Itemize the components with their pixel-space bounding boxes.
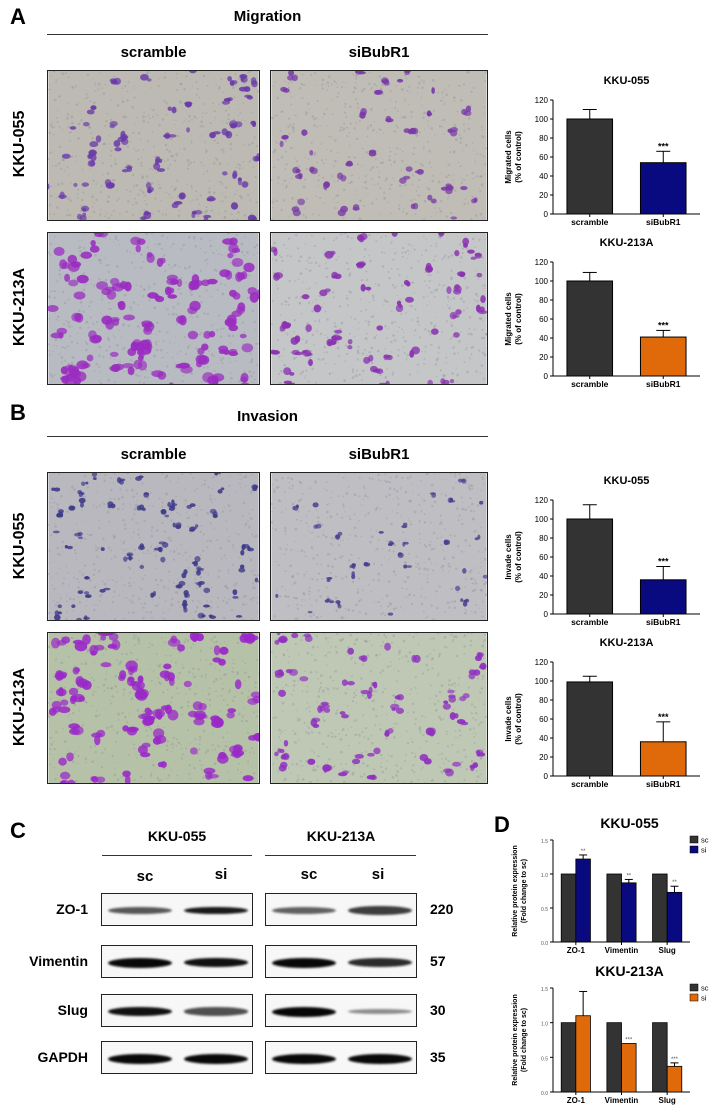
micrograph-invasion-kku055-sibubr1 (270, 472, 488, 621)
wb-membrane-strip (265, 994, 417, 1027)
stained-cells-image (271, 233, 487, 384)
wb-membrane-strip (101, 945, 253, 978)
stained-cells-image (48, 233, 259, 384)
panel-letter-a: A (10, 4, 26, 29)
chart-title: KKU-055 (604, 75, 650, 87)
wb-band (108, 906, 172, 915)
wb-protein-label: ZO-1 (56, 901, 88, 917)
migration-row-kku055: KKU-055 (11, 110, 28, 178)
chart-invasion-kku055: KKU-055 Invade cells(% of control) 0 20 40 60… (495, 470, 720, 630)
wb-band (184, 1007, 248, 1016)
chart-title: KKU-055 (600, 815, 659, 831)
wb-band (272, 957, 336, 968)
micrograph-invasion-kku213a-sibubr1 (270, 632, 488, 784)
migration-row-kku213a: KKU-213A (11, 267, 28, 347)
migration-title: Migration (233, 8, 302, 25)
wb-band (348, 905, 412, 916)
invasion-row-kku055: KKU-055 (11, 512, 28, 580)
invasion-row-kku213a: KKU-213A (11, 667, 28, 747)
wb-protein-label: Slug (57, 1002, 88, 1018)
wb-cellline-kku055: KKU-055 (147, 828, 207, 844)
stained-cells-image (48, 633, 259, 783)
chart-protein-kku213a: KKU-213A Relative protein expression (Fold… (495, 960, 720, 1110)
stained-cells-image (48, 473, 259, 620)
wb-cellline-kku213a: KKU-213A (306, 828, 376, 844)
chart-title: KKU-213A (595, 963, 663, 979)
wb-membrane-strip (265, 1041, 417, 1074)
panel-letter-b: B (10, 400, 26, 425)
wb-band (108, 957, 172, 968)
invasion-divider (47, 436, 488, 437)
chart-invasion-kku213a: KKU-213A Invade cells(% of control) 0 20 40 6… (495, 632, 720, 792)
wb-divider-kku055 (102, 855, 252, 856)
invasion-col-sibubr1: siBubR1 (348, 446, 410, 463)
micrograph-migration-kku213a-sibubr1 (270, 232, 488, 385)
wb-protein-label: Vimentin (29, 953, 88, 969)
migration-col-sibubr1: siBubR1 (348, 44, 410, 61)
wb-lane-sc-kku213a: sc (300, 866, 318, 883)
stained-cells-image (271, 473, 487, 620)
micrograph-invasion-kku213a-scramble (47, 632, 260, 784)
wb-divider-kku213a (265, 855, 416, 856)
wb-protein-label: GAPDH (37, 1049, 88, 1065)
wb-band (272, 907, 336, 914)
wb-molecular-weight: 30 (430, 1002, 446, 1018)
wb-band (272, 1006, 336, 1017)
wb-membrane-strip (101, 1041, 253, 1074)
micrograph-invasion-kku055-scramble (47, 472, 260, 621)
wb-band (348, 1053, 412, 1064)
micrograph-migration-kku055-sibubr1 (270, 70, 488, 221)
wb-band (272, 1053, 336, 1064)
wb-membrane-strip (265, 945, 417, 978)
wb-lane-si-kku213a: si (371, 866, 385, 883)
invasion-title: Invasion (237, 408, 298, 425)
invasion-col-scramble: scramble (120, 446, 187, 463)
wb-membrane-strip (101, 994, 253, 1027)
migration-col-scramble: scramble (120, 44, 187, 61)
chart-title: KKU-055 (604, 475, 650, 487)
wb-membrane-strip (265, 893, 417, 926)
panel-letter-d: D (494, 812, 510, 837)
wb-membrane-strip (101, 893, 253, 926)
wb-lane-si-kku055: si (214, 866, 228, 883)
chart-title: KKU-213A (600, 237, 654, 249)
chart-title: KKU-213A (600, 637, 654, 649)
chart-protein-kku055: KKU-055 Relative protein expression (Fold … (495, 812, 720, 960)
chart-migration-kku213a: KKU-213A Migrated cells(% of control) 0 20 4… (495, 232, 720, 392)
wb-band (184, 957, 248, 968)
wb-lane-sc-kku055: sc (136, 868, 154, 885)
wb-band (184, 906, 248, 915)
wb-band (108, 1006, 172, 1017)
wb-band (184, 1053, 248, 1064)
panel-letter-c: C (10, 818, 26, 843)
micrograph-migration-kku055-scramble (47, 70, 260, 221)
chart-migration-kku055: KKU-055 Migrated cells(% of control) 0 20 40… (495, 70, 720, 230)
wb-band (108, 1053, 172, 1064)
wb-band (348, 958, 412, 967)
micrograph-migration-kku213a-scramble (47, 232, 260, 385)
wb-molecular-weight: 57 (430, 953, 446, 969)
wb-molecular-weight: 35 (430, 1049, 446, 1065)
stained-cells-image (271, 633, 487, 783)
wb-molecular-weight: 220 (430, 901, 454, 917)
migration-divider (47, 34, 488, 35)
stained-cells-image (48, 71, 259, 220)
wb-band (348, 1008, 412, 1015)
stained-cells-image (271, 71, 487, 220)
